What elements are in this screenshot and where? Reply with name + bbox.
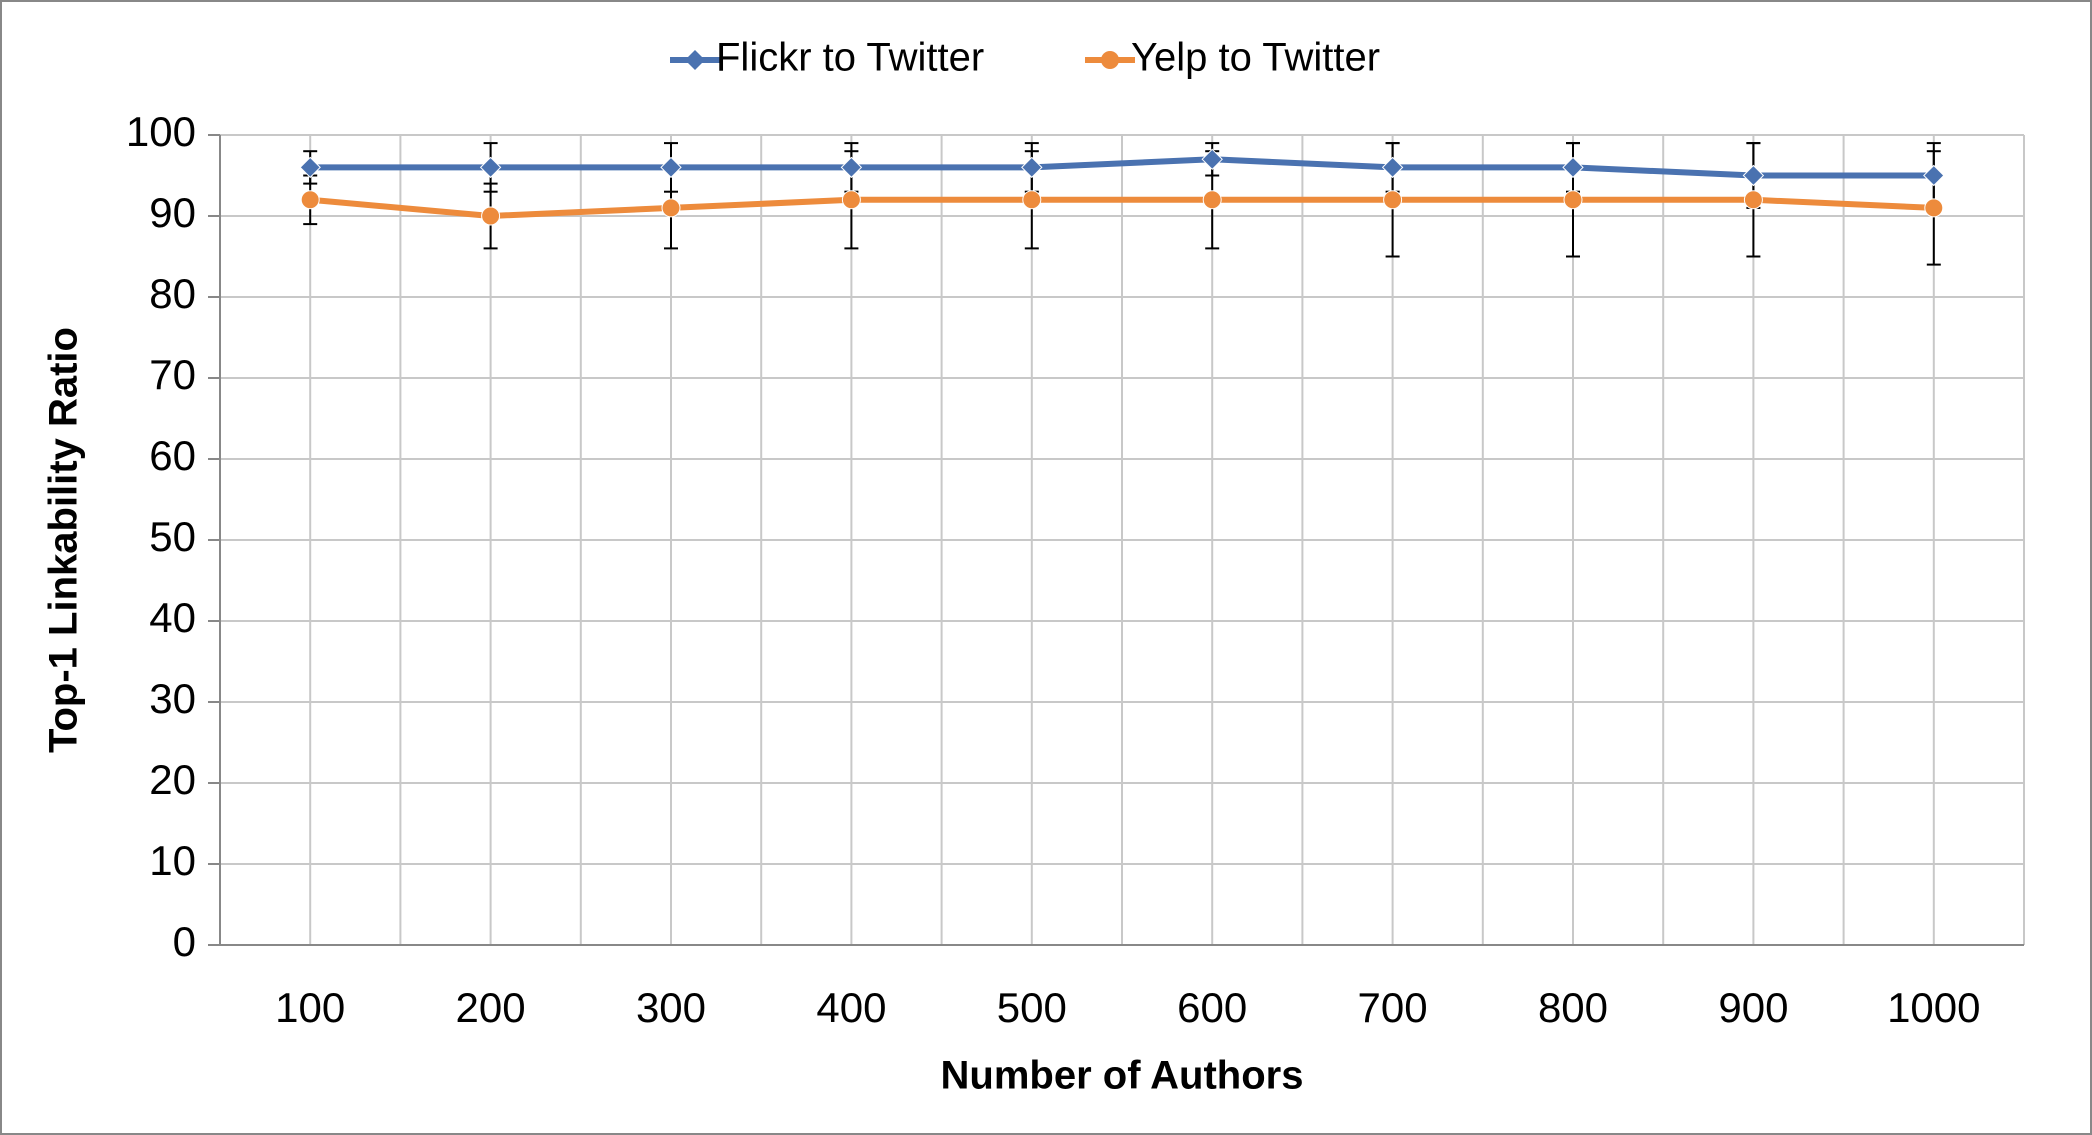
marker [1202, 190, 1222, 210]
legend-label: Flickr to Twitter [716, 36, 984, 80]
marker [481, 206, 501, 226]
x-tick-label: 300 [636, 984, 706, 1031]
x-tick-label: 800 [1538, 984, 1608, 1031]
x-axis-title: Number of Authors [941, 1054, 1304, 1098]
x-tick-label: 200 [456, 984, 526, 1031]
marker [300, 190, 320, 210]
y-tick-label: 90 [149, 189, 196, 236]
marker [1743, 190, 1763, 210]
marker [1562, 156, 1584, 179]
marker [1923, 164, 1945, 187]
x-tick-label: 500 [997, 984, 1067, 1031]
marker [841, 190, 861, 210]
y-tick-label: 0 [173, 918, 196, 965]
marker [1201, 148, 1223, 171]
legend-marker [1101, 51, 1119, 69]
x-tick-label: 900 [1718, 984, 1788, 1031]
y-tick-label: 50 [149, 513, 196, 560]
y-tick-label: 30 [149, 675, 196, 722]
marker [299, 156, 321, 179]
y-tick-label: 70 [149, 351, 196, 398]
marker [660, 156, 682, 179]
legend-label: Yelp to Twitter [1131, 36, 1380, 80]
y-axis-title: Top-1 Linkability Ratio [42, 327, 86, 753]
legend-marker [685, 50, 705, 70]
marker [840, 156, 863, 179]
marker [1924, 198, 1944, 218]
marker [1563, 190, 1583, 210]
y-tick-label: 20 [149, 756, 196, 803]
marker [479, 156, 502, 179]
marker [1021, 156, 1043, 179]
x-tick-label: 1000 [1887, 984, 1980, 1031]
y-tick-label: 100 [126, 108, 196, 155]
y-tick-label: 10 [149, 837, 196, 884]
x-tick-label: 400 [816, 984, 886, 1031]
y-tick-label: 40 [149, 594, 196, 641]
y-tick-label: 80 [149, 270, 196, 317]
y-tick-label: 60 [149, 432, 196, 479]
x-tick-label: 100 [275, 984, 345, 1031]
marker [1022, 190, 1042, 210]
marker [1381, 156, 1404, 179]
marker [661, 198, 681, 218]
marker [1383, 190, 1403, 210]
x-tick-label: 700 [1358, 984, 1428, 1031]
series-line [310, 156, 1934, 179]
series-line [309, 196, 1934, 219]
marker [1742, 164, 1765, 187]
x-tick-label: 600 [1177, 984, 1247, 1031]
